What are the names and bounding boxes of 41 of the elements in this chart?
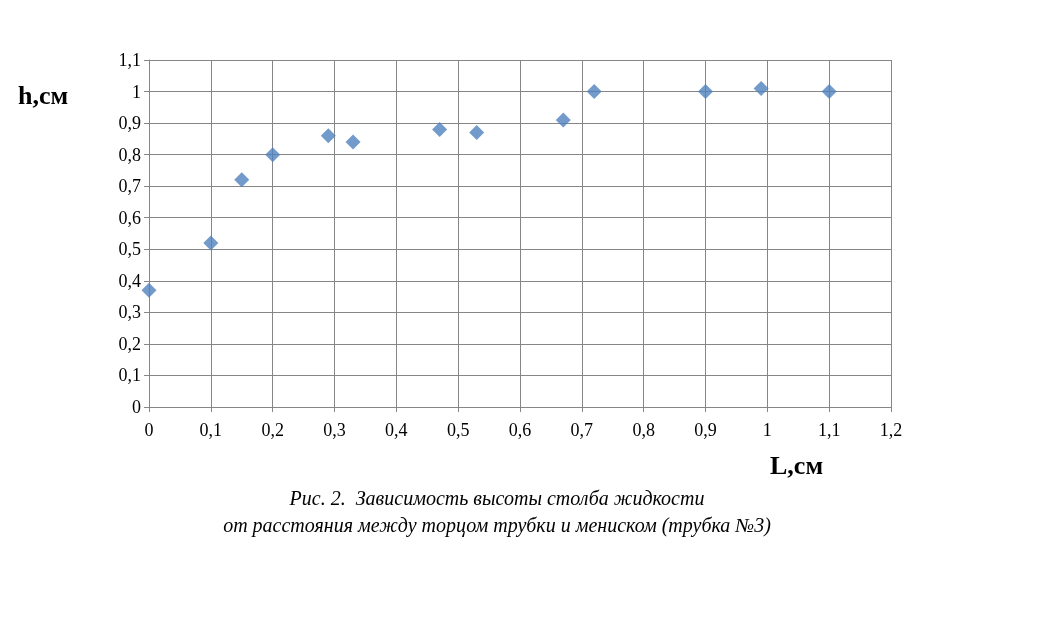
y-tick-label: 1	[132, 81, 141, 102]
x-tick-label: 0,9	[694, 420, 717, 440]
text: Рис. 2. Зависимость высоты столба жидкости	[288, 487, 705, 509]
y-tick-label: 0,6	[118, 207, 141, 228]
x-tick-label: 1,2	[879, 420, 903, 440]
x-tick-label: 1	[762, 420, 772, 440]
point	[234, 172, 250, 188]
y-tick-label: 0	[132, 397, 141, 417]
point	[203, 235, 219, 251]
point	[265, 147, 281, 163]
point	[141, 282, 157, 298]
x-tick-label: 0,7	[570, 420, 594, 440]
point	[345, 134, 361, 150]
point	[555, 112, 571, 128]
x-tick-label: 0,5	[446, 420, 470, 440]
y-tick-label: 0,8	[118, 144, 141, 165]
x-tick-label: 0,2	[261, 420, 284, 440]
y-tick-label: 0,1	[118, 365, 141, 386]
x-tick-label: 0,8	[632, 420, 655, 440]
y-tick-label: 0,2	[118, 333, 141, 354]
point	[586, 84, 602, 100]
y-tick-label: 0,3	[118, 302, 141, 323]
x-tick-label: 0,1	[199, 420, 223, 440]
y-tick-label: 0,7	[118, 176, 141, 197]
x-tick-label: 0,6	[508, 420, 532, 440]
point	[821, 84, 837, 100]
y-tick-label: 1,1	[118, 50, 141, 70]
point	[698, 84, 713, 100]
point	[753, 80, 769, 96]
x-axis-title: L,см	[770, 450, 824, 480]
x-tick-label: 0,4	[385, 420, 408, 440]
x-tick-label: 0,3	[323, 420, 346, 440]
point	[320, 128, 336, 144]
y-axis-title: h,см	[18, 80, 69, 110]
y-tick-label: 0,9	[118, 113, 141, 134]
y-tick-label: 0,5	[118, 239, 141, 260]
point	[469, 125, 485, 141]
x-tick-label: 1,1	[817, 420, 841, 440]
point	[432, 121, 448, 137]
text: от расстояния между торцом трубки и мениском (трубка №3)	[223, 514, 772, 537]
y-tick-label: 0,4	[118, 270, 141, 291]
